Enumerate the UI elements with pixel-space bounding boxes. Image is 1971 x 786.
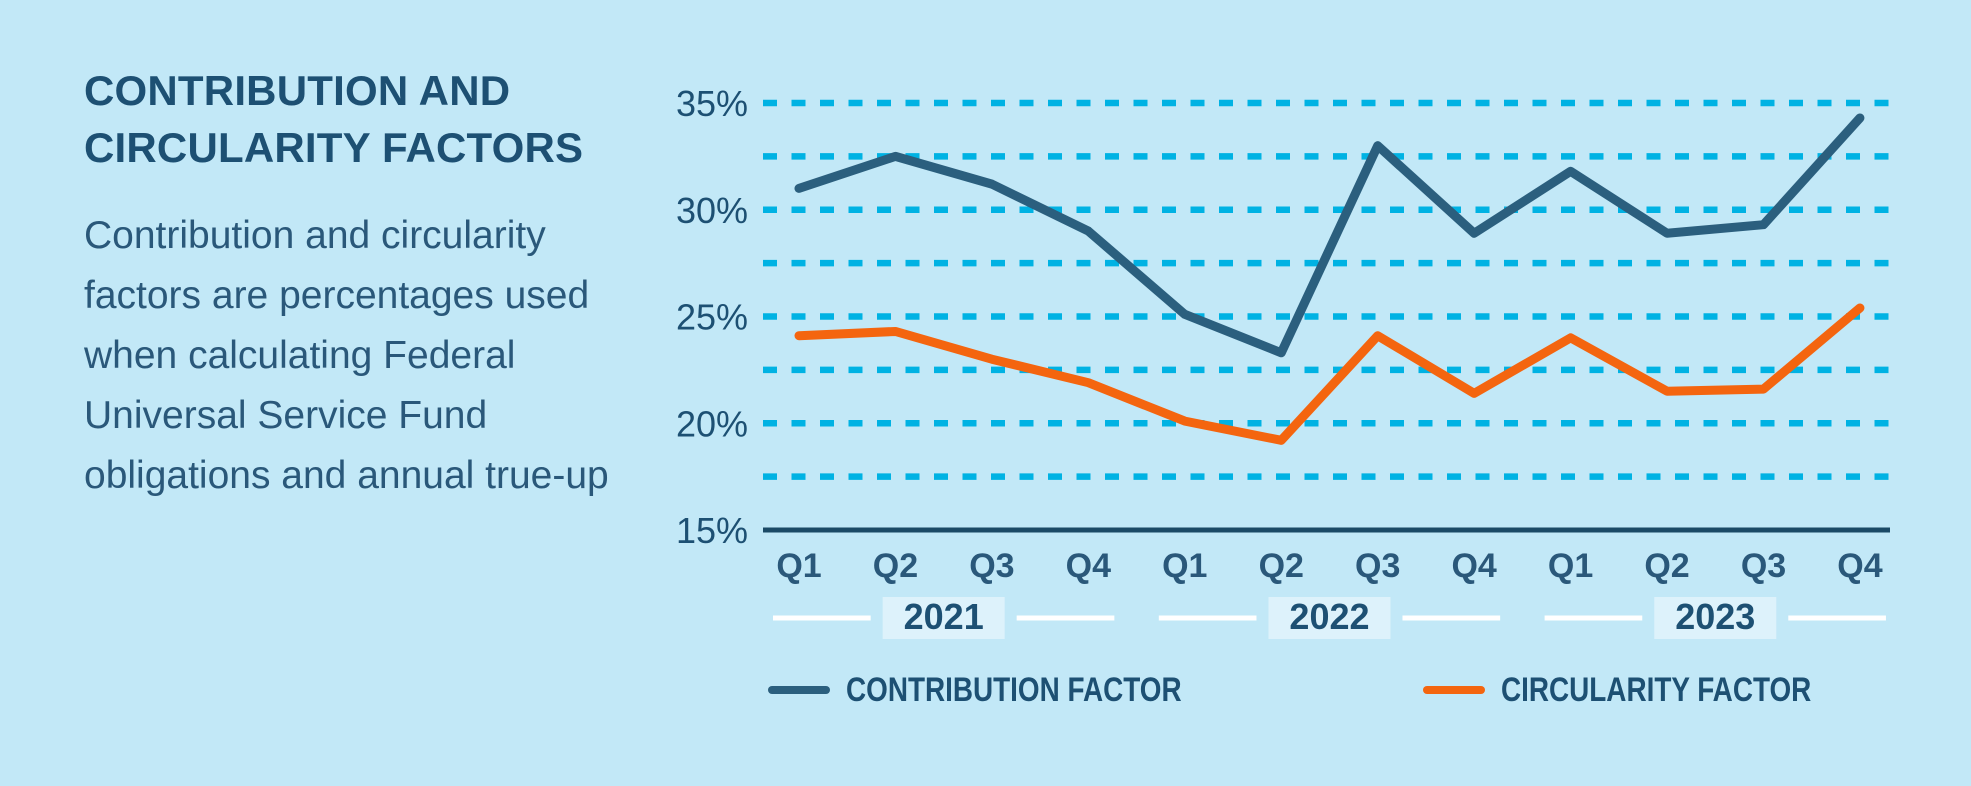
legend-label-circularity: CIRCULARITY FACTOR: [1501, 670, 1812, 709]
legend-swatch-circularity-icon: [1423, 686, 1485, 694]
series-line-circularity-factor: [794, 303, 1865, 445]
y-axis-tick-label: 25%: [676, 297, 748, 338]
y-axis-tick-label: 35%: [676, 83, 748, 124]
legend-swatch-contribution-icon: [768, 686, 830, 694]
year-label-box: [882, 597, 1005, 639]
x-axis-year-label: 2023: [1675, 596, 1755, 637]
legend-label-contribution: CONTRIBUTION FACTOR: [846, 670, 1182, 709]
x-axis-quarter-label: Q4: [1066, 547, 1111, 585]
x-axis-quarter-label: Q3: [1741, 547, 1786, 585]
chart-description: Contribution and circularity factors are…: [84, 214, 609, 497]
x-axis-quarter-label: Q2: [1644, 547, 1689, 585]
x-axis-quarter-label: Q1: [1162, 547, 1207, 585]
x-axis-quarter-label: Q2: [1259, 547, 1304, 585]
x-axis-quarter-label: Q1: [776, 547, 821, 585]
x-axis-quarter-label: Q4: [1451, 547, 1496, 585]
y-axis-tick-label: 20%: [676, 403, 748, 444]
x-axis-quarter-label: Q1: [1548, 547, 1593, 585]
year-label-box: [1268, 597, 1391, 639]
intro-panel: CONTRIBUTION AND CIRCULARITY FACTORS Con…: [84, 62, 624, 506]
year-label-box: [1654, 597, 1777, 639]
chart-title: CONTRIBUTION AND CIRCULARITY FACTORS: [84, 67, 584, 171]
y-axis-tick-label: 15%: [676, 510, 748, 551]
series-line-contribution-factor: [794, 113, 1865, 358]
legend-item-circularity-factor: CIRCULARITY FACTOR: [1423, 668, 1879, 712]
x-axis-quarter-label: Q3: [969, 547, 1014, 585]
x-axis-quarter-label: Q2: [873, 547, 918, 585]
x-axis-quarter-label: Q4: [1837, 547, 1882, 585]
chart-legend: CONTRIBUTION FACTOR CIRCULARITY FACTOR: [0, 668, 1971, 712]
x-axis-quarter-label: Q3: [1355, 547, 1400, 585]
x-axis-year-label: 2022: [1289, 596, 1369, 637]
legend-item-contribution-factor: CONTRIBUTION FACTOR: [768, 668, 1255, 712]
x-axis-year-label: 2021: [904, 596, 984, 637]
y-axis-tick-label: 30%: [676, 190, 748, 231]
